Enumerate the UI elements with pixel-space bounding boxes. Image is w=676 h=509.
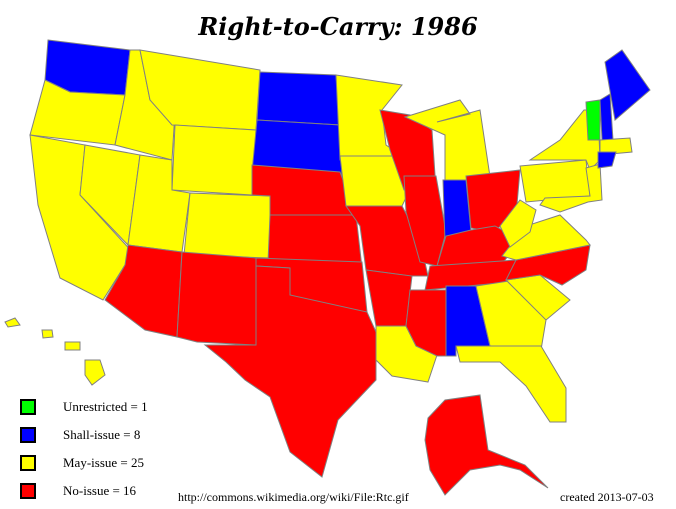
state-mo <box>345 205 429 277</box>
source-url[interactable]: http://commons.wikimedia.org/wiki/File:R… <box>178 490 409 504</box>
legend-label: Shall-issue = 8 <box>63 427 141 442</box>
legend-swatch <box>20 455 36 471</box>
state-pa <box>519 159 591 203</box>
state-ct <box>597 151 617 169</box>
state-hi-island <box>4 317 21 328</box>
state-wy <box>171 124 257 196</box>
state-me <box>604 49 651 121</box>
state-ak <box>424 394 549 496</box>
state-fl <box>455 345 567 423</box>
legend-item-unrestricted: Unrestricted = 1 <box>20 398 148 416</box>
state-ma-ri <box>599 137 633 156</box>
state-ar <box>365 269 413 327</box>
legend-label: May-issue = 25 <box>63 455 144 470</box>
map-title: Right-to-Carry: 1986 <box>198 12 478 41</box>
created-date: created 2013-07-03 <box>560 490 654 504</box>
state-nd <box>256 71 341 126</box>
state-nh <box>599 93 614 141</box>
state-vt <box>585 99 601 141</box>
legend-item-may: May-issue = 25 <box>20 454 144 472</box>
state-co <box>183 192 271 259</box>
legend-swatch <box>20 427 36 443</box>
legend-item-shall: Shall-issue = 8 <box>20 426 140 444</box>
state-mi <box>403 99 493 191</box>
state-wv <box>499 199 537 248</box>
state-nm <box>176 251 257 346</box>
state-hi <box>84 359 106 386</box>
legend-swatch <box>20 483 36 499</box>
state-hi-island <box>41 329 54 339</box>
legend-item-no: No-issue = 16 <box>20 482 136 500</box>
state-md-de-nj <box>539 163 603 213</box>
legend-swatch <box>20 399 36 415</box>
legend-label: Unrestricted = 1 <box>63 399 148 414</box>
state-tx <box>203 265 377 478</box>
state-hi-island <box>64 341 81 351</box>
legend-label: No-issue = 16 <box>63 483 137 498</box>
